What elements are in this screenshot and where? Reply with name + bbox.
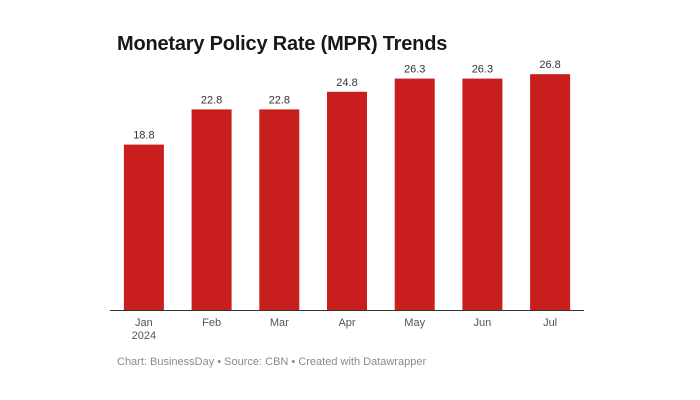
value-label-apr: 24.8 — [336, 77, 357, 89]
bar-mar — [259, 109, 300, 311]
x-tick-apr: Apr — [338, 317, 355, 329]
bar-jan — [123, 144, 164, 310]
x-tick-feb: Feb — [202, 317, 221, 329]
x-tick-mar: Mar — [270, 317, 289, 329]
bar-jul — [530, 74, 571, 310]
bar-may — [394, 78, 435, 310]
bar-jun — [462, 78, 503, 310]
chart-footer: Chart: BusinessDay • Source: CBN • Creat… — [117, 356, 427, 368]
value-label-may: 26.3 — [404, 64, 425, 76]
value-label-mar: 22.8 — [269, 94, 290, 106]
value-label-jun: 26.3 — [472, 64, 493, 76]
value-label-jan: 18.8 — [133, 130, 154, 142]
bar-apr — [327, 91, 367, 310]
chart-title: Monetary Policy Rate (MPR) Trends — [117, 33, 448, 55]
value-label-jul: 26.8 — [539, 59, 560, 71]
x-tick-jan: Jan — [135, 317, 153, 329]
x-tick-sublabel-jan: 2024 — [132, 330, 156, 342]
x-tick-jul: Jul — [543, 317, 557, 329]
value-label-feb: 22.8 — [201, 94, 222, 106]
bar-feb — [191, 109, 232, 311]
x-tick-jun: Jun — [474, 317, 492, 329]
x-tick-may: May — [404, 317, 425, 329]
